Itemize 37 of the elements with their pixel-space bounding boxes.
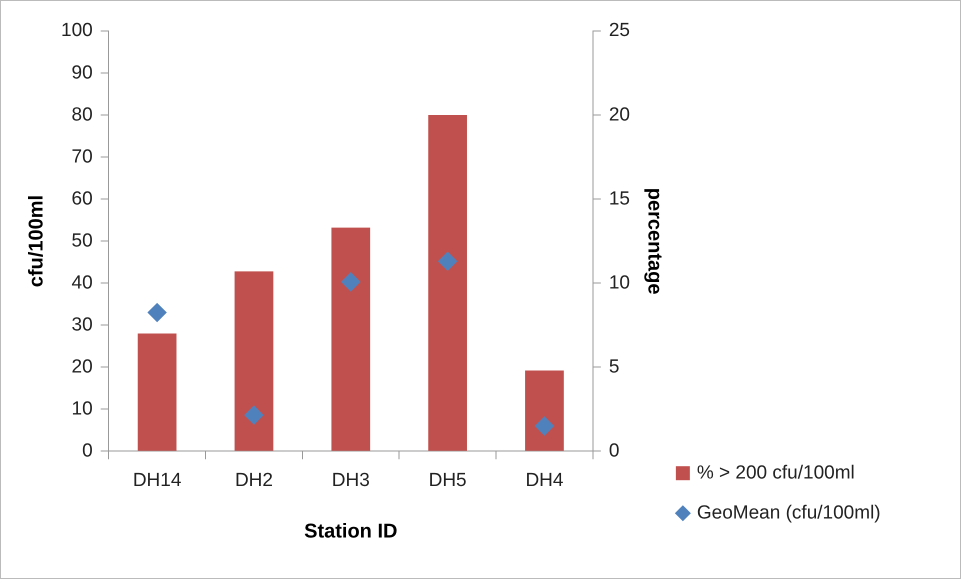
y-tick-label: 100 [61, 20, 93, 42]
point [438, 252, 458, 271]
y-tick-label: 0 [82, 440, 93, 462]
y2-tick-label: 20 [608, 104, 630, 126]
y2-tick-label: 5 [608, 356, 620, 378]
y-tick-label: 50 [72, 230, 93, 252]
y-tick-label: 30 [72, 314, 93, 336]
y-axis-title: cfu/100ml [26, 194, 48, 288]
y-tick-label: 20 [72, 356, 93, 378]
bar [428, 115, 467, 451]
point [148, 303, 167, 322]
y2-tick-label: 25 [608, 20, 630, 42]
bar [331, 228, 370, 451]
y-tick-label: 10 [72, 398, 93, 420]
y-tick-label: 90 [72, 62, 93, 84]
y2-tick-label: 0 [608, 440, 620, 462]
x-axis-title: Station ID [304, 520, 398, 543]
x-tick-label: DH14 [132, 470, 182, 491]
y-tick-label: 70 [72, 146, 93, 168]
legend-label: GeoMean (cfu/100ml) [696, 502, 881, 524]
y2-tick-label: 15 [608, 188, 630, 210]
x-tick-label: DH4 [525, 470, 564, 491]
point [244, 406, 264, 425]
x-tick-label: DH2 [234, 470, 273, 491]
point [341, 272, 360, 292]
y2-tick-label: 10 [608, 272, 630, 294]
bar [234, 271, 274, 451]
y-tick-label: 40 [72, 272, 93, 294]
y2-axis-title: percentage [643, 188, 666, 294]
bar [525, 370, 564, 451]
x-tick-label: DH5 [428, 470, 467, 491]
y-tick-label: 80 [72, 104, 93, 126]
x-tick-label: DH3 [332, 470, 370, 491]
y-tick-label: 60 [72, 188, 93, 210]
bar [138, 334, 176, 451]
point [534, 416, 554, 436]
legend-label: % > 200 cfu/100ml [696, 462, 855, 484]
